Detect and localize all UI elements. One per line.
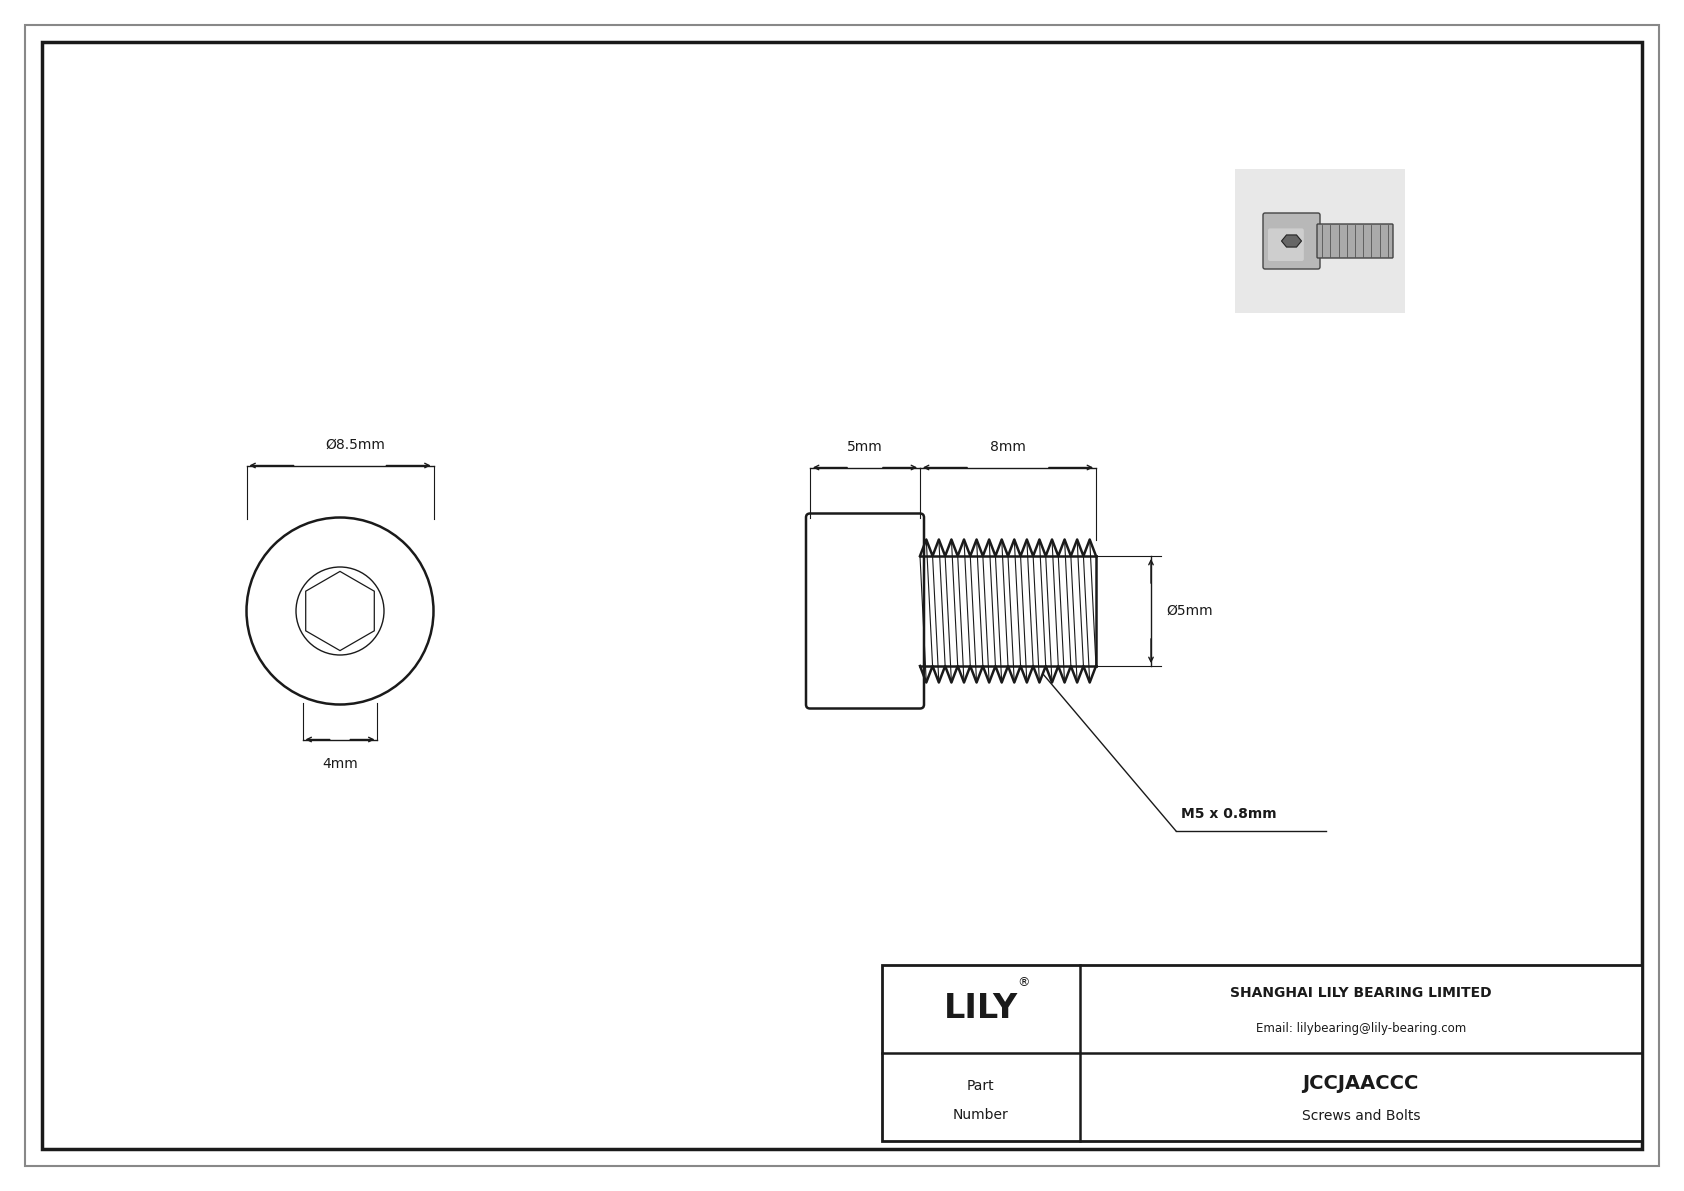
FancyBboxPatch shape bbox=[1268, 229, 1303, 261]
Polygon shape bbox=[306, 572, 374, 650]
Text: JCCJAACCC: JCCJAACCC bbox=[1303, 1074, 1420, 1093]
Text: LILY: LILY bbox=[943, 992, 1017, 1025]
Polygon shape bbox=[1282, 235, 1302, 247]
FancyBboxPatch shape bbox=[1263, 213, 1320, 269]
Circle shape bbox=[246, 518, 433, 705]
Text: Ø8.5mm: Ø8.5mm bbox=[325, 437, 386, 451]
Text: ®: ® bbox=[1017, 977, 1029, 990]
Text: Number: Number bbox=[953, 1108, 1009, 1122]
FancyBboxPatch shape bbox=[807, 513, 925, 709]
Bar bbox=[882, 965, 1642, 1141]
Text: Screws and Bolts: Screws and Bolts bbox=[1302, 1109, 1420, 1123]
Text: Ø5mm: Ø5mm bbox=[1165, 604, 1212, 618]
Text: 8mm: 8mm bbox=[990, 439, 1026, 454]
FancyBboxPatch shape bbox=[1317, 224, 1393, 258]
Text: Email: lilybearing@lily-bearing.com: Email: lilybearing@lily-bearing.com bbox=[1256, 1022, 1467, 1035]
Circle shape bbox=[296, 567, 384, 655]
Text: Part: Part bbox=[967, 1079, 995, 1093]
Text: 5mm: 5mm bbox=[847, 439, 882, 454]
Bar bbox=[1234, 169, 1404, 313]
Text: SHANGHAI LILY BEARING LIMITED: SHANGHAI LILY BEARING LIMITED bbox=[1229, 986, 1492, 1000]
Text: 4mm: 4mm bbox=[322, 757, 359, 772]
Text: M5 x 0.8mm: M5 x 0.8mm bbox=[1180, 807, 1276, 821]
